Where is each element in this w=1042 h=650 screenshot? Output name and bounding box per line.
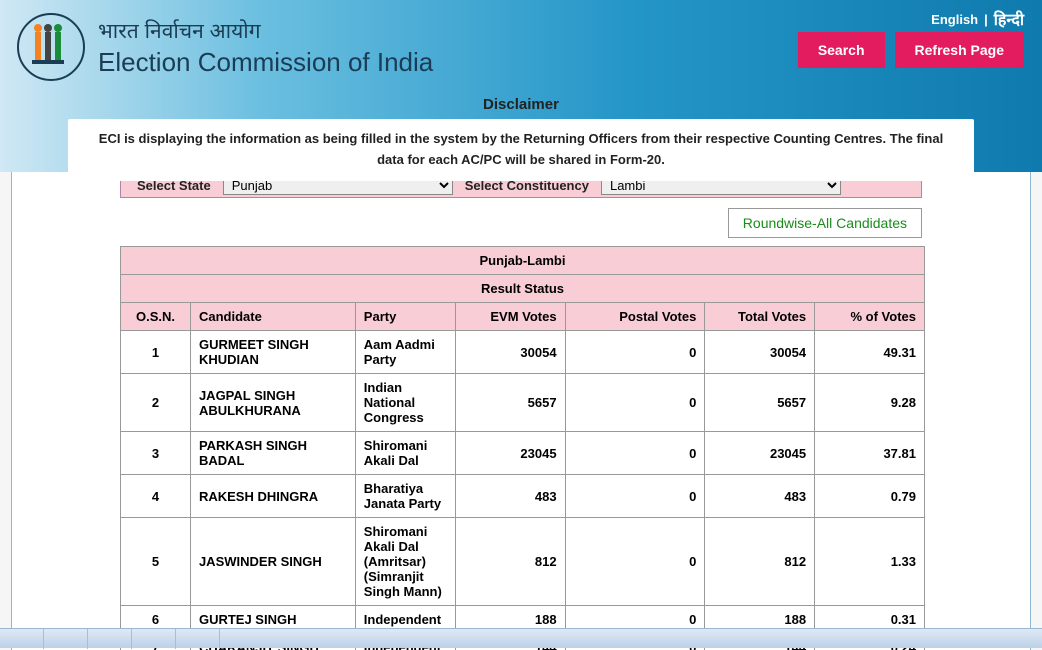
- cell-postal: 0: [565, 374, 705, 432]
- search-button[interactable]: Search: [798, 32, 885, 68]
- cell-pct: 1.33: [815, 518, 925, 606]
- cell-pct: 49.31: [815, 331, 925, 374]
- page-header: भारत निर्वाचन आयोग Election Commission o…: [0, 0, 1042, 172]
- cell-total: 483: [705, 475, 815, 518]
- cell-postal: 0: [565, 432, 705, 475]
- cell-osn: 1: [121, 331, 191, 374]
- table-header-row: O.S.N. Candidate Party EVM Votes Postal …: [121, 303, 925, 331]
- cell-candidate: RAKESH DHINGRA: [190, 475, 355, 518]
- cell-osn: 4: [121, 475, 191, 518]
- cell-evm: 812: [455, 518, 565, 606]
- cell-pct: 37.81: [815, 432, 925, 475]
- taskbar-item[interactable]: [132, 629, 176, 649]
- cell-evm: 30054: [455, 331, 565, 374]
- cell-postal: 0: [565, 331, 705, 374]
- col-candidate: Candidate: [190, 303, 355, 331]
- cell-party: Aam Aadmi Party: [355, 331, 455, 374]
- results-table: Punjab-Lambi Result Status O.S.N. Candid…: [120, 246, 925, 650]
- cell-party: Shiromani Akali Dal: [355, 432, 455, 475]
- taskbar-item[interactable]: [88, 629, 132, 649]
- cell-postal: 0: [565, 475, 705, 518]
- disclaimer-heading: Disclaimer: [16, 96, 1026, 113]
- disclaimer-text: ECI is displaying the information as bei…: [68, 119, 974, 181]
- refresh-page-button[interactable]: Refresh Page: [895, 32, 1024, 68]
- lang-english-link[interactable]: English: [931, 12, 978, 27]
- table-row: 5JASWINDER SINGHShiromani Akali Dal (Amr…: [121, 518, 925, 606]
- taskbar-item[interactable]: [0, 629, 44, 649]
- cell-osn: 3: [121, 432, 191, 475]
- cell-party: Bharatiya Janata Party: [355, 475, 455, 518]
- cell-candidate: JASWINDER SINGH: [190, 518, 355, 606]
- cell-total: 23045: [705, 432, 815, 475]
- col-evm: EVM Votes: [455, 303, 565, 331]
- cell-pct: 0.79: [815, 475, 925, 518]
- org-title-english: Election Commission of India: [98, 47, 433, 78]
- cell-evm: 5657: [455, 374, 565, 432]
- lang-hindi-link[interactable]: हिन्दी: [994, 8, 1024, 30]
- taskbar-item[interactable]: [44, 629, 88, 649]
- lang-separator: |: [984, 12, 988, 27]
- col-total: Total Votes: [705, 303, 815, 331]
- col-pct: % of Votes: [815, 303, 925, 331]
- cell-candidate: PARKASH SINGH BADAL: [190, 432, 355, 475]
- cell-party: Shiromani Akali Dal (Amritsar) (Simranji…: [355, 518, 455, 606]
- cell-osn: 5: [121, 518, 191, 606]
- col-party: Party: [355, 303, 455, 331]
- eci-logo-icon: [16, 12, 86, 82]
- table-subtitle: Result Status: [121, 275, 925, 303]
- cell-evm: 483: [455, 475, 565, 518]
- cell-osn: 2: [121, 374, 191, 432]
- table-title: Punjab-Lambi: [121, 247, 925, 275]
- cell-pct: 9.28: [815, 374, 925, 432]
- org-title-hindi: भारत निर्वाचन आयोग: [98, 17, 433, 45]
- cell-total: 5657: [705, 374, 815, 432]
- table-row: 2JAGPAL SINGH ABULKHURANAIndian National…: [121, 374, 925, 432]
- table-row: 3PARKASH SINGH BADALShiromani Akali Dal2…: [121, 432, 925, 475]
- main-content: Select State Punjab Select Constituency …: [11, 172, 1031, 650]
- cell-candidate: GURMEET SINGH KHUDIAN: [190, 331, 355, 374]
- language-switcher: English | हिन्दी: [931, 8, 1024, 30]
- cell-total: 812: [705, 518, 815, 606]
- col-postal: Postal Votes: [565, 303, 705, 331]
- cell-postal: 0: [565, 518, 705, 606]
- roundwise-button[interactable]: Roundwise-All Candidates: [728, 208, 922, 238]
- cell-total: 30054: [705, 331, 815, 374]
- cell-candidate: JAGPAL SINGH ABULKHURANA: [190, 374, 355, 432]
- taskbar: [0, 628, 1042, 648]
- table-row: 4RAKESH DHINGRABharatiya Janata Party483…: [121, 475, 925, 518]
- table-row: 1GURMEET SINGH KHUDIANAam Aadmi Party300…: [121, 331, 925, 374]
- col-osn: O.S.N.: [121, 303, 191, 331]
- cell-evm: 23045: [455, 432, 565, 475]
- taskbar-item[interactable]: [176, 629, 220, 649]
- cell-party: Indian National Congress: [355, 374, 455, 432]
